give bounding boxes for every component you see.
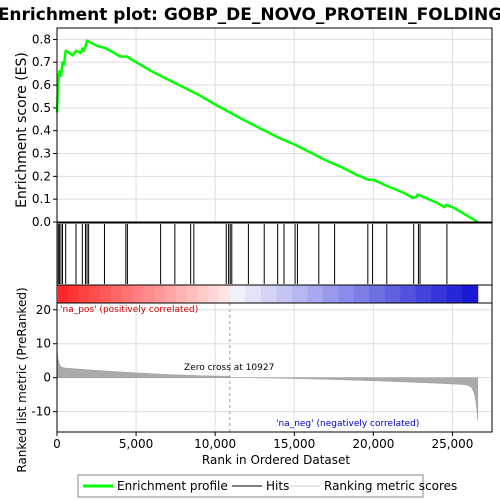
rank-band-pos-segment bbox=[121, 285, 134, 303]
es-panel: 0.0 0.1 0.2 0.3 0.4 0.5 0.6 0.7 0.8 bbox=[32, 27, 493, 229]
rank-band-neg-segment bbox=[369, 285, 386, 303]
metric-border bbox=[56, 302, 493, 433]
x-axis: 0 5,000 10,000 15,000 20,000 25,000 bbox=[53, 432, 473, 451]
rank-band-pos-segment bbox=[89, 285, 101, 303]
rank-band-neg-segment bbox=[400, 285, 417, 303]
es-axis-label: Enrichment score (ES) bbox=[14, 52, 30, 208]
metric-panel: 20 10 0 -10 bbox=[31, 302, 493, 433]
x-tick-label: 0 bbox=[53, 437, 61, 451]
rank-band-pos-segment bbox=[67, 285, 80, 303]
metric-frame bbox=[56, 302, 493, 433]
legend-hits-label: Hits bbox=[266, 479, 289, 493]
es-ytick-label: 0.6 bbox=[32, 78, 51, 92]
rank-band-neg-segment bbox=[276, 285, 293, 303]
metric-ytick-label: 0 bbox=[43, 371, 51, 385]
metric-axis-label: Ranked list metric (PreRanked) bbox=[15, 287, 29, 472]
rank-band-neg-segment bbox=[431, 285, 448, 303]
rank-band-neg-segment bbox=[322, 285, 339, 303]
es-ytick-label: 0.4 bbox=[32, 124, 51, 138]
zero-cross-label: Zero cross at 10927 bbox=[184, 363, 274, 373]
es-plot-frame bbox=[56, 27, 493, 223]
hits-panel bbox=[56, 222, 493, 304]
rank-band-pos-segment bbox=[197, 285, 209, 303]
rank-band-pos-segment bbox=[100, 285, 112, 303]
neg-corr-label: 'na_neg' (negatively correlated) bbox=[276, 419, 419, 429]
rank-band-neg-segment bbox=[260, 285, 277, 303]
es-ytick-label: 0.8 bbox=[32, 32, 51, 46]
rank-band-pos-segment bbox=[208, 285, 220, 303]
ranking-metric-area bbox=[56, 348, 479, 421]
metric-ytick-label: 10 bbox=[36, 337, 51, 351]
x-tick-label: 20,000 bbox=[352, 437, 394, 451]
rank-band-neg-segment bbox=[245, 285, 262, 303]
es-ytick-label: 0.2 bbox=[32, 169, 51, 183]
metric-ytick-label: -10 bbox=[31, 405, 51, 419]
rank-band-pos-segment bbox=[186, 285, 198, 303]
enrichment-profile-line bbox=[55, 39, 479, 224]
es-ytick-label: 0.1 bbox=[32, 192, 51, 206]
es-ytick-label: 0.7 bbox=[32, 55, 51, 69]
rank-band-pos-segment bbox=[57, 285, 69, 303]
rank-band-pos-segment bbox=[154, 285, 166, 303]
metric-ytick-label: 20 bbox=[36, 303, 51, 317]
es-ytick-label: 0.0 bbox=[32, 215, 51, 229]
x-tick-label: 25,000 bbox=[431, 437, 473, 451]
rank-band-neg-segment bbox=[338, 285, 355, 303]
x-tick-label: 5,000 bbox=[119, 437, 153, 451]
chart-title: Enrichment plot: GOBP_DE_NOVO_PROTEIN_FO… bbox=[0, 5, 500, 25]
legend: Enrichment profile Hits Ranking metric s… bbox=[77, 474, 457, 498]
x-tick-label: 15,000 bbox=[273, 437, 315, 451]
rank-band-pos-segment bbox=[165, 285, 177, 303]
rank-band-pos-segment bbox=[111, 285, 123, 303]
es-plot-border bbox=[56, 27, 493, 223]
es-ytick-label: 0.3 bbox=[32, 147, 51, 161]
rank-band-neg-segment bbox=[353, 285, 370, 303]
pos-corr-label: 'na_pos' (positively correlated) bbox=[60, 305, 198, 315]
rank-band-neg-segment bbox=[307, 285, 324, 303]
x-axis-label: Rank in Ordered Dataset bbox=[202, 453, 350, 467]
rank-band-neg-segment bbox=[446, 285, 463, 303]
rank-band-neg-segment bbox=[415, 285, 432, 303]
rank-band-pos-segment bbox=[143, 285, 155, 303]
rank-band-pos-segment bbox=[78, 285, 90, 303]
legend-enrichment-label: Enrichment profile bbox=[117, 479, 228, 493]
rank-band-neg-segment bbox=[229, 285, 246, 303]
rank-band-pos-segment bbox=[175, 285, 188, 303]
rank-band-pos-segment bbox=[219, 285, 231, 303]
es-ytick-label: 0.5 bbox=[32, 101, 51, 115]
rank-band-neg-segment bbox=[291, 285, 308, 303]
rank-band-pos-segment bbox=[132, 285, 144, 303]
rank-band-neg-segment bbox=[384, 285, 401, 303]
x-tick-label: 10,000 bbox=[194, 437, 236, 451]
legend-metric-label: Ranking metric scores bbox=[324, 479, 457, 493]
rank-band-neg-segment bbox=[462, 285, 479, 303]
